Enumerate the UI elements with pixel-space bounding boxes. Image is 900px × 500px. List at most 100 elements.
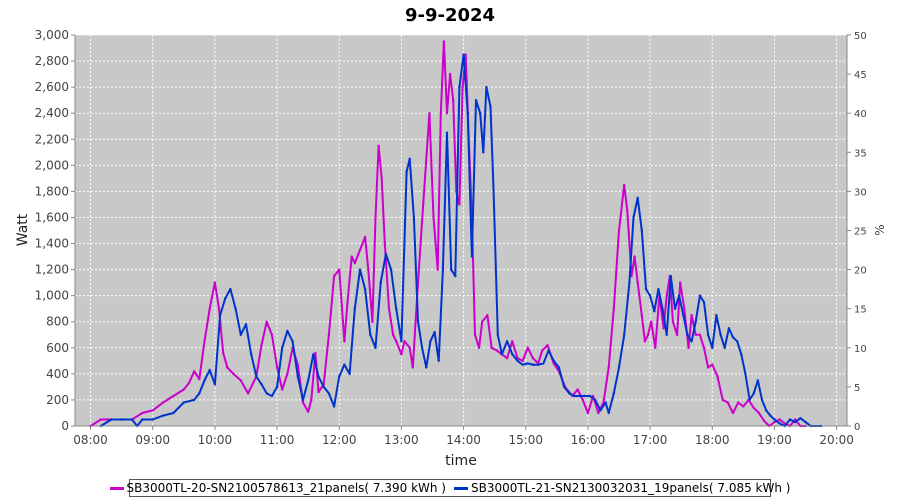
y-tick-label: 200 xyxy=(46,393,69,407)
series-1-point xyxy=(690,314,693,317)
series-2-point xyxy=(489,105,492,108)
series-1-point xyxy=(752,406,755,409)
series-2-point xyxy=(542,362,545,365)
series-2-point xyxy=(715,314,718,317)
series-2-point xyxy=(429,340,432,343)
series-2-point xyxy=(661,307,664,310)
y-tick-label: 2,800 xyxy=(35,54,69,68)
series-2-point xyxy=(244,323,248,326)
x-tick-label: 14:00 xyxy=(446,433,481,447)
series-2-point xyxy=(617,366,621,369)
series-2-point xyxy=(744,372,747,376)
series-1-point xyxy=(222,351,225,355)
series-1-point xyxy=(387,307,391,310)
series-2-point xyxy=(255,375,258,378)
y2-tick-label: 50 xyxy=(854,31,867,42)
series-2-point xyxy=(270,394,274,398)
series-1-point xyxy=(353,261,356,265)
series-2-point xyxy=(769,414,772,417)
legend-swatch-series-2 xyxy=(454,486,468,490)
series-2-point xyxy=(437,359,440,362)
y-tick-label: 600 xyxy=(46,341,69,355)
series-2-point xyxy=(193,398,196,402)
series-1-point xyxy=(511,340,514,343)
series-2-point xyxy=(208,368,211,372)
legend-swatch-series-1 xyxy=(109,486,124,490)
series-2-point xyxy=(412,216,416,219)
series-2-point xyxy=(265,392,268,395)
series-1-point xyxy=(428,112,431,115)
series-1-point xyxy=(265,320,268,323)
series-2-point xyxy=(612,392,615,395)
y-tick-label: 2,200 xyxy=(35,132,69,146)
series-2-point xyxy=(657,287,660,291)
series-2-point xyxy=(151,418,154,421)
series-1-point xyxy=(161,401,165,404)
series-2-point xyxy=(141,418,144,421)
series-2-point xyxy=(682,314,685,317)
series-2-point xyxy=(562,385,566,389)
series-1-point xyxy=(422,203,425,206)
y-tick-label: 2,600 xyxy=(35,80,69,94)
series-2-point xyxy=(623,333,626,336)
series-1-point xyxy=(99,418,103,421)
series-2-point xyxy=(537,363,540,366)
x-tick-label: 08:00 xyxy=(73,433,108,447)
series-1-point xyxy=(436,268,439,271)
series-1-point xyxy=(505,357,509,360)
series-1-point xyxy=(281,388,284,391)
series-2-point xyxy=(203,379,206,382)
series-1-point xyxy=(141,411,144,415)
series-2-point xyxy=(547,349,550,352)
series-2-point xyxy=(470,255,474,258)
series-1-point xyxy=(182,388,185,391)
series-1-point xyxy=(314,351,317,355)
series-1-point xyxy=(586,411,590,415)
series-2-point xyxy=(458,85,461,89)
x-tick-label: 13:00 xyxy=(384,433,419,447)
x-tick-label: 09:00 xyxy=(135,433,170,447)
series-1-point xyxy=(617,229,621,232)
series-1-point xyxy=(377,144,380,147)
series-2-point xyxy=(552,359,555,362)
series-1-point xyxy=(367,268,370,271)
y-tick-label: 1,400 xyxy=(35,237,69,251)
series-2-point xyxy=(568,392,571,395)
series-1-point xyxy=(521,359,524,362)
legend: SB3000TL-20-SN2100578613_21panels( 7.390… xyxy=(109,479,790,497)
series-2-point xyxy=(799,417,802,420)
series-1-point xyxy=(581,398,584,402)
series-1-point xyxy=(597,411,600,415)
series-2-point xyxy=(182,401,185,404)
series-1-point xyxy=(246,392,250,395)
series-1-point xyxy=(526,346,529,349)
series-1-point xyxy=(607,366,610,369)
series-lines xyxy=(89,40,823,428)
series-1-point xyxy=(679,281,682,284)
series-2-point xyxy=(607,411,610,415)
series-2-point xyxy=(694,320,697,323)
series-2-point xyxy=(379,281,382,284)
series-1-point xyxy=(296,363,299,366)
series-2-point xyxy=(358,268,362,271)
series-1-point xyxy=(687,346,690,349)
series-2-point xyxy=(110,418,113,421)
series-1-point xyxy=(317,390,320,394)
series-1-point xyxy=(762,419,766,422)
y-tick-label: 1,000 xyxy=(35,289,69,303)
series-2-point xyxy=(719,333,722,336)
series-1-point xyxy=(773,420,776,424)
series-2-point xyxy=(500,353,504,356)
series-2-point xyxy=(454,274,457,278)
y-tick-label: 800 xyxy=(46,315,69,329)
series-1-point xyxy=(640,314,643,317)
series-1-point xyxy=(694,333,697,336)
series-1-point xyxy=(726,401,729,404)
legend-entry-series-1: SB3000TL-20-SN2100578613_21panels( 7.390… xyxy=(109,481,446,495)
series-2-point xyxy=(425,366,428,369)
series-1-point xyxy=(350,255,353,258)
x-tick-label: 11:00 xyxy=(260,433,295,447)
series-2-point xyxy=(416,320,420,323)
series-1-point xyxy=(400,353,403,356)
series-1-point xyxy=(363,235,367,239)
